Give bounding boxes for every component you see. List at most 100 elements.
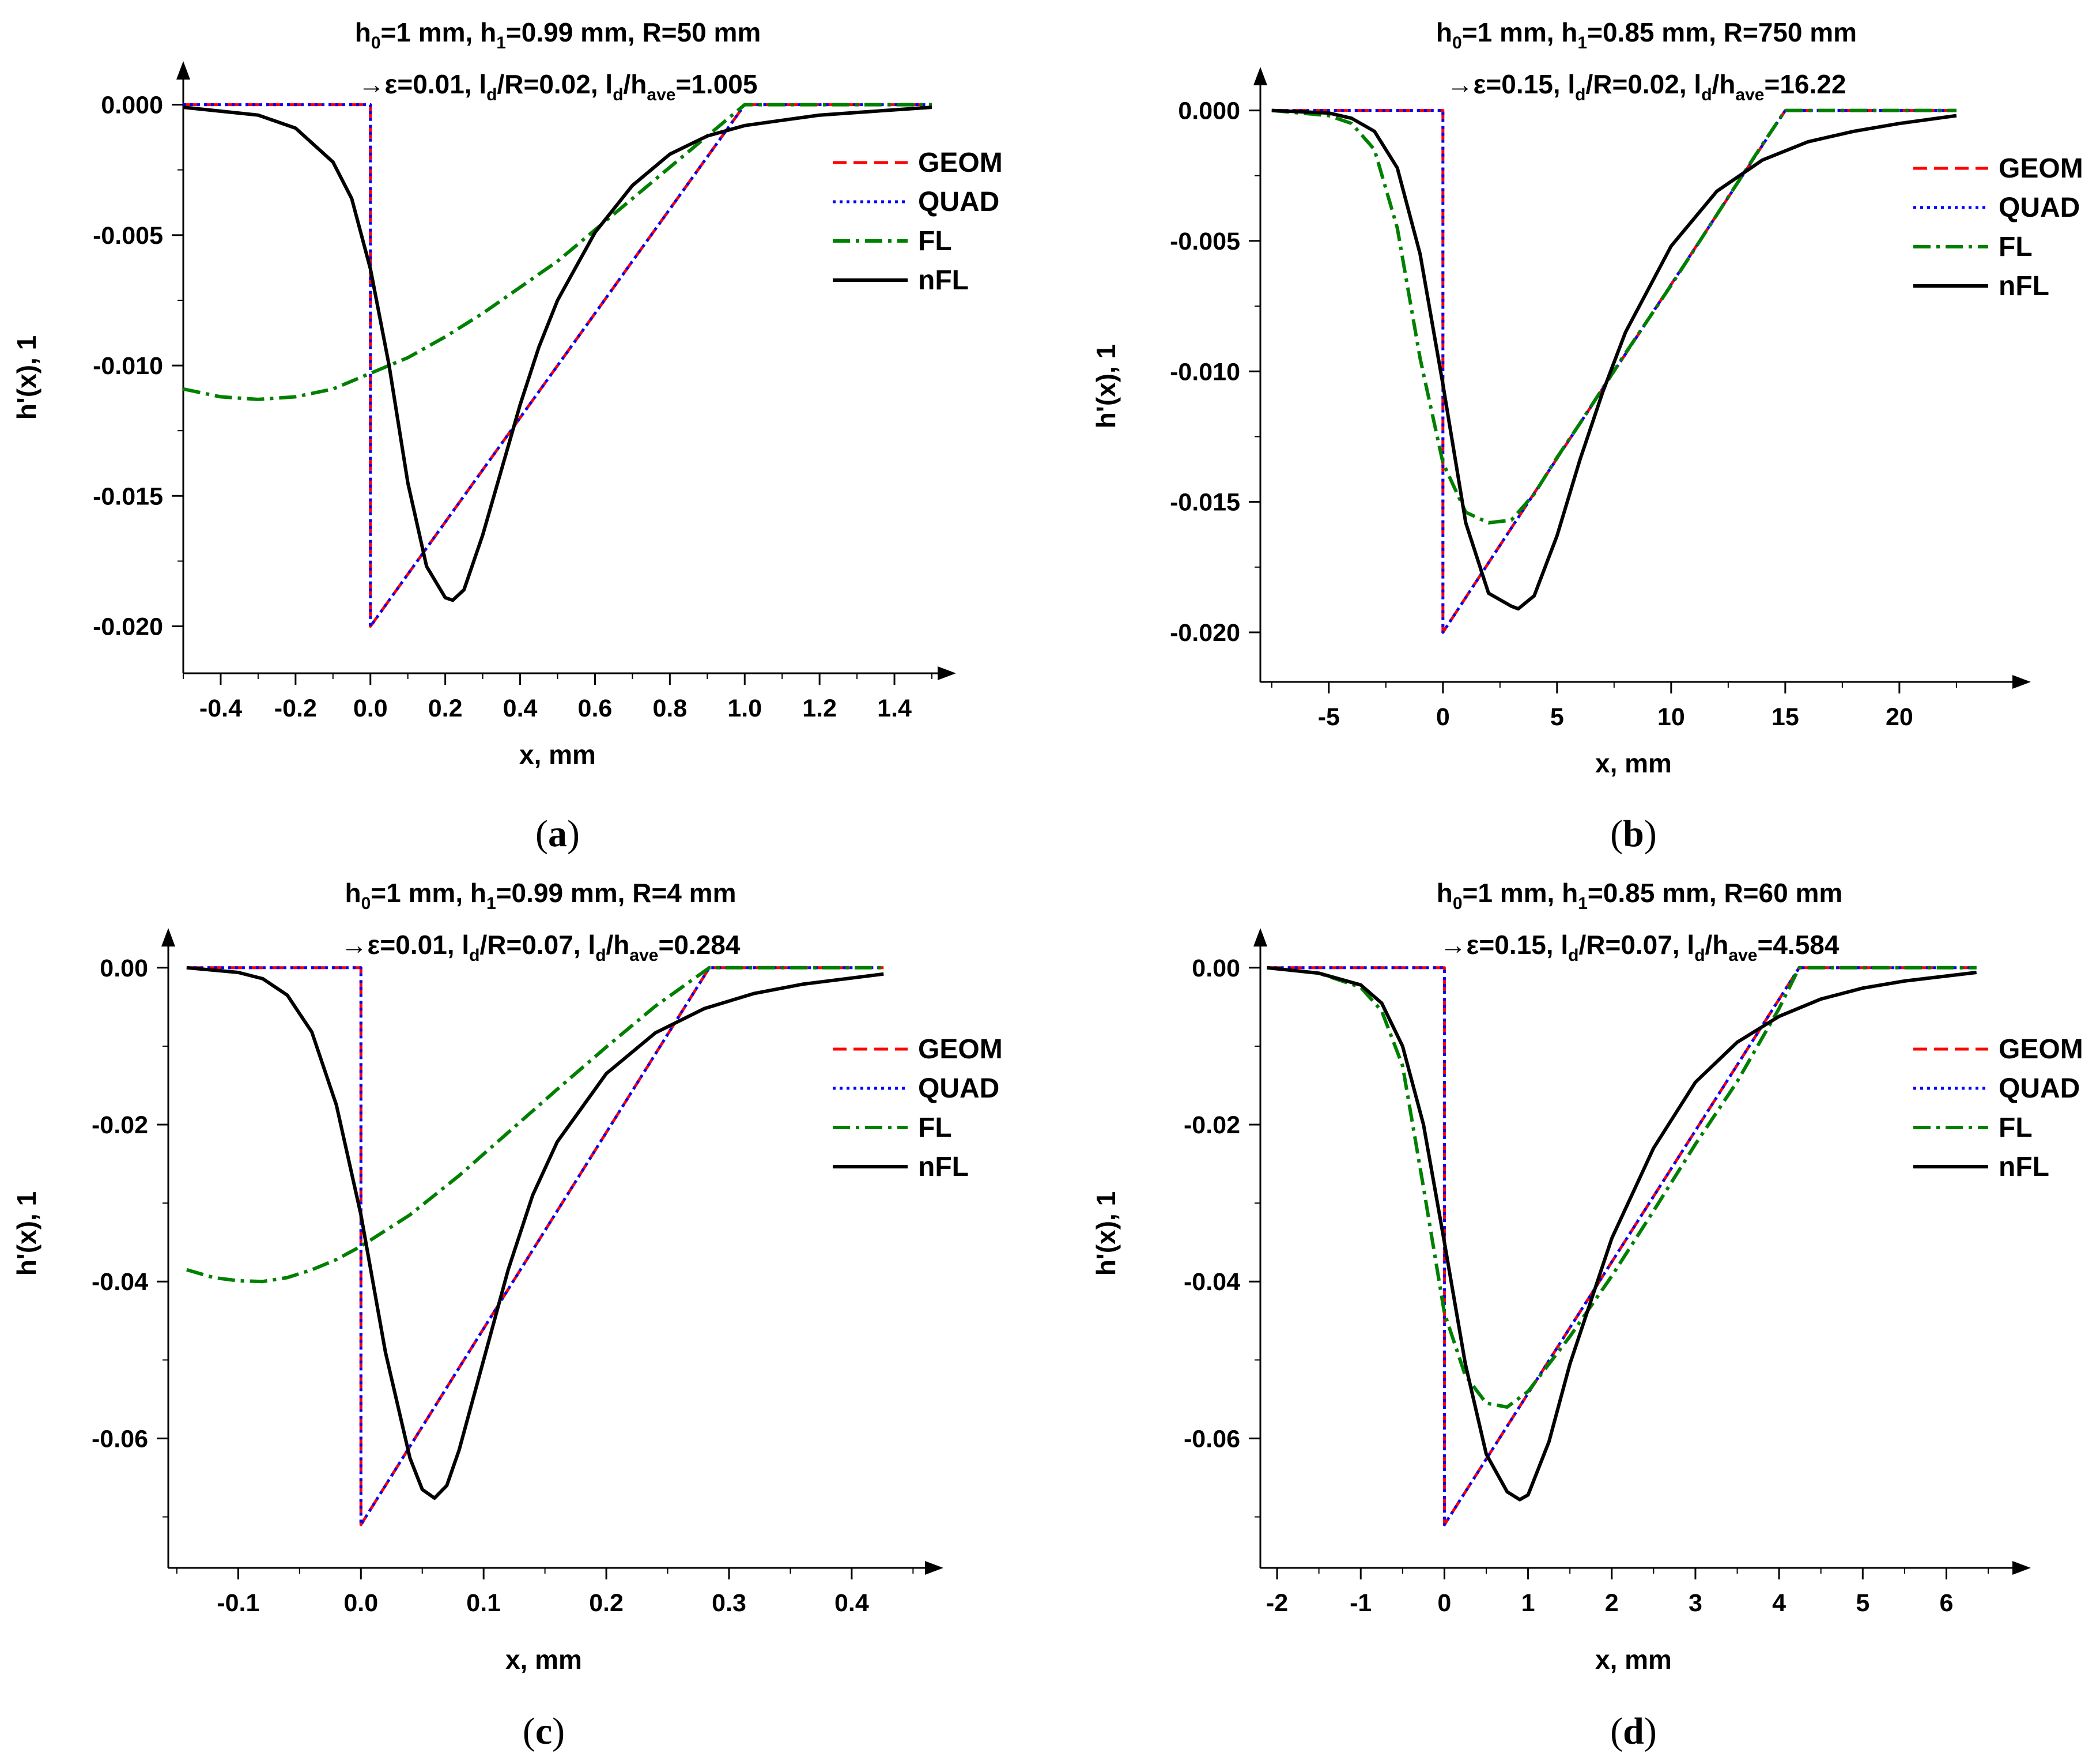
x-tick-label: 10 bbox=[1657, 703, 1685, 731]
legend-label-fl: FL bbox=[918, 1113, 952, 1143]
x-tick-label: 0.2 bbox=[589, 1589, 624, 1617]
chart-title-line1: h0=1 mm, h1=0.85 mm, R=60 mm bbox=[1437, 878, 1843, 913]
y-tick-label: 0.000 bbox=[101, 92, 163, 119]
x-tick-label: 0.4 bbox=[503, 695, 538, 722]
chart-title-line2: →ε=0.01, ld/R=0.07, ld/have=0.284 bbox=[341, 930, 741, 965]
y-axis-label: h'(x), 1 bbox=[12, 335, 41, 420]
x-tick-label: 0.0 bbox=[353, 695, 388, 722]
chart-title-line2: →ε=0.01, ld/R=0.02, ld/have=1.005 bbox=[358, 69, 758, 104]
x-tick-label: 20 bbox=[1886, 703, 1913, 731]
chart-title-line1: h0=1 mm, h1=0.99 mm, R=4 mm bbox=[345, 878, 736, 913]
legend-label-quad: QUAD bbox=[918, 187, 999, 217]
series-geom-line bbox=[1267, 966, 1977, 1526]
subplot-a: -0.4 -0.2 0.0 0.2 0.4 0.6 0.8 1.0 1.2 1.4 0.000 -0.… bbox=[12, 17, 1003, 855]
x-tick-label: 2 bbox=[1605, 1589, 1619, 1617]
subplot-c: -0.1 0.0 0.1 0.2 0.3 0.4 0.00 -0.02 -0.04 -0.06 x,… bbox=[12, 878, 1003, 1752]
y-axis-label: h'(x), 1 bbox=[12, 1191, 41, 1276]
legend-label-nfl: nFL bbox=[918, 1152, 969, 1182]
subplot-caption: (a) bbox=[535, 813, 580, 855]
subplot-d: -2 -1 0 1 2 3 4 5 6 0.00 -0.02 -0.04 -0.06 x, mm h'(x)… bbox=[1091, 878, 2083, 1752]
series-quad-line bbox=[186, 966, 884, 1526]
x-tick-label: -0.4 bbox=[199, 695, 242, 722]
subplot-caption: (d) bbox=[1610, 1710, 1657, 1752]
y-axis-arrow bbox=[176, 61, 190, 80]
x-tick-label: 5 bbox=[1856, 1589, 1869, 1617]
y-tick-label: -0.020 bbox=[1170, 619, 1240, 647]
series-geom-line bbox=[183, 103, 932, 628]
x-tick-label: 0.8 bbox=[652, 695, 687, 722]
series-fl-line bbox=[186, 966, 884, 1284]
legend-label-quad: QUAD bbox=[918, 1073, 999, 1104]
series-geom-line bbox=[186, 966, 884, 1526]
x-axis-label: x, mm bbox=[519, 740, 596, 770]
x-tick-label: 0.2 bbox=[428, 695, 463, 722]
subplot-caption: (c) bbox=[523, 1710, 565, 1752]
x-tick-label: 0.4 bbox=[834, 1589, 869, 1617]
legend-label-nfl: nFL bbox=[918, 265, 969, 296]
series-fl-line bbox=[1267, 966, 1977, 1409]
legend-label-quad: QUAD bbox=[1999, 1073, 2080, 1104]
x-tick-label: 1.2 bbox=[802, 695, 837, 722]
x-axis-label: x, mm bbox=[505, 1645, 582, 1675]
y-tick-label: 0.00 bbox=[1192, 955, 1240, 982]
y-axis-arrow bbox=[161, 928, 175, 947]
y-axis-arrow bbox=[1253, 928, 1267, 947]
x-tick-label: 0 bbox=[1436, 703, 1450, 731]
y-tick-label: -0.015 bbox=[1170, 489, 1240, 516]
x-axis-label: x, mm bbox=[1595, 748, 1672, 778]
x-tick-label: 6 bbox=[1940, 1589, 1954, 1617]
y-tick-label: -0.015 bbox=[93, 482, 163, 510]
x-axis-arrow bbox=[2012, 1561, 2031, 1575]
legend: GEOM QUAD FL nFL bbox=[1913, 1034, 2083, 1182]
y-tick-label: -0.02 bbox=[1184, 1111, 1240, 1139]
series-nfl-line bbox=[1271, 108, 1957, 611]
x-tick-label: 1 bbox=[1521, 1589, 1535, 1617]
legend-label-nfl: nFL bbox=[1999, 271, 2049, 301]
y-tick-label: 0.00 bbox=[100, 955, 148, 982]
x-tick-label: 0 bbox=[1437, 1589, 1451, 1617]
series-quad-line bbox=[1271, 109, 1957, 634]
y-tick-label: -0.005 bbox=[1170, 228, 1240, 255]
legend-label-geom: GEOM bbox=[918, 1034, 1003, 1065]
y-tick-label: -0.04 bbox=[92, 1268, 148, 1296]
y-axis-label: h'(x), 1 bbox=[1091, 344, 1121, 428]
x-tick-label: -2 bbox=[1266, 1589, 1288, 1617]
y-tick-label: -0.06 bbox=[92, 1425, 148, 1453]
y-tick-label: -0.020 bbox=[93, 613, 163, 641]
y-tick-label: -0.06 bbox=[1184, 1425, 1240, 1453]
x-tick-label: 0.1 bbox=[466, 1589, 501, 1617]
x-tick-label: 5 bbox=[1550, 703, 1564, 731]
legend-label-quad: QUAD bbox=[1999, 193, 2080, 223]
x-tick-label: -0.2 bbox=[274, 695, 317, 722]
legend: GEOM QUAD FL nFL bbox=[833, 148, 1003, 296]
x-axis-arrow bbox=[2012, 675, 2031, 689]
x-tick-label: -5 bbox=[1318, 703, 1340, 731]
series-nfl-line bbox=[1267, 966, 1977, 1502]
x-tick-label: 1.4 bbox=[877, 695, 912, 722]
y-tick-label: -0.04 bbox=[1184, 1268, 1240, 1296]
chart-title-line1: h0=1 mm, h1=0.99 mm, R=50 mm bbox=[355, 17, 761, 52]
y-tick-label: 0.000 bbox=[1178, 97, 1240, 125]
y-axis-label: h'(x), 1 bbox=[1091, 1191, 1121, 1276]
x-tick-label: 3 bbox=[1689, 1589, 1702, 1617]
series-quad-line bbox=[1267, 966, 1977, 1526]
series-fl-line bbox=[183, 103, 932, 401]
y-tick-label: -0.005 bbox=[93, 222, 163, 250]
legend-label-fl: FL bbox=[1999, 1113, 2033, 1143]
x-axis-label: x, mm bbox=[1595, 1645, 1672, 1675]
y-tick-label: -0.02 bbox=[92, 1111, 148, 1139]
legend-label-fl: FL bbox=[1999, 232, 2033, 262]
x-tick-label: 1.0 bbox=[727, 695, 762, 722]
x-tick-label: 15 bbox=[1772, 703, 1799, 731]
series-nfl-line bbox=[183, 105, 932, 602]
x-tick-label: 0.0 bbox=[343, 1589, 378, 1617]
legend-label-nfl: nFL bbox=[1999, 1152, 2049, 1182]
y-tick-label: -0.010 bbox=[1170, 358, 1240, 386]
x-tick-label: 4 bbox=[1772, 1589, 1786, 1617]
legend-label-geom: GEOM bbox=[1999, 1034, 2083, 1065]
legend: GEOM QUAD FL nFL bbox=[833, 1034, 1003, 1182]
chart-title-line2: →ε=0.15, ld/R=0.07, ld/have=4.584 bbox=[1440, 930, 1840, 965]
legend-label-geom: GEOM bbox=[918, 148, 1003, 178]
chart-title-line1: h0=1 mm, h1=0.85 mm, R=750 mm bbox=[1436, 17, 1857, 52]
